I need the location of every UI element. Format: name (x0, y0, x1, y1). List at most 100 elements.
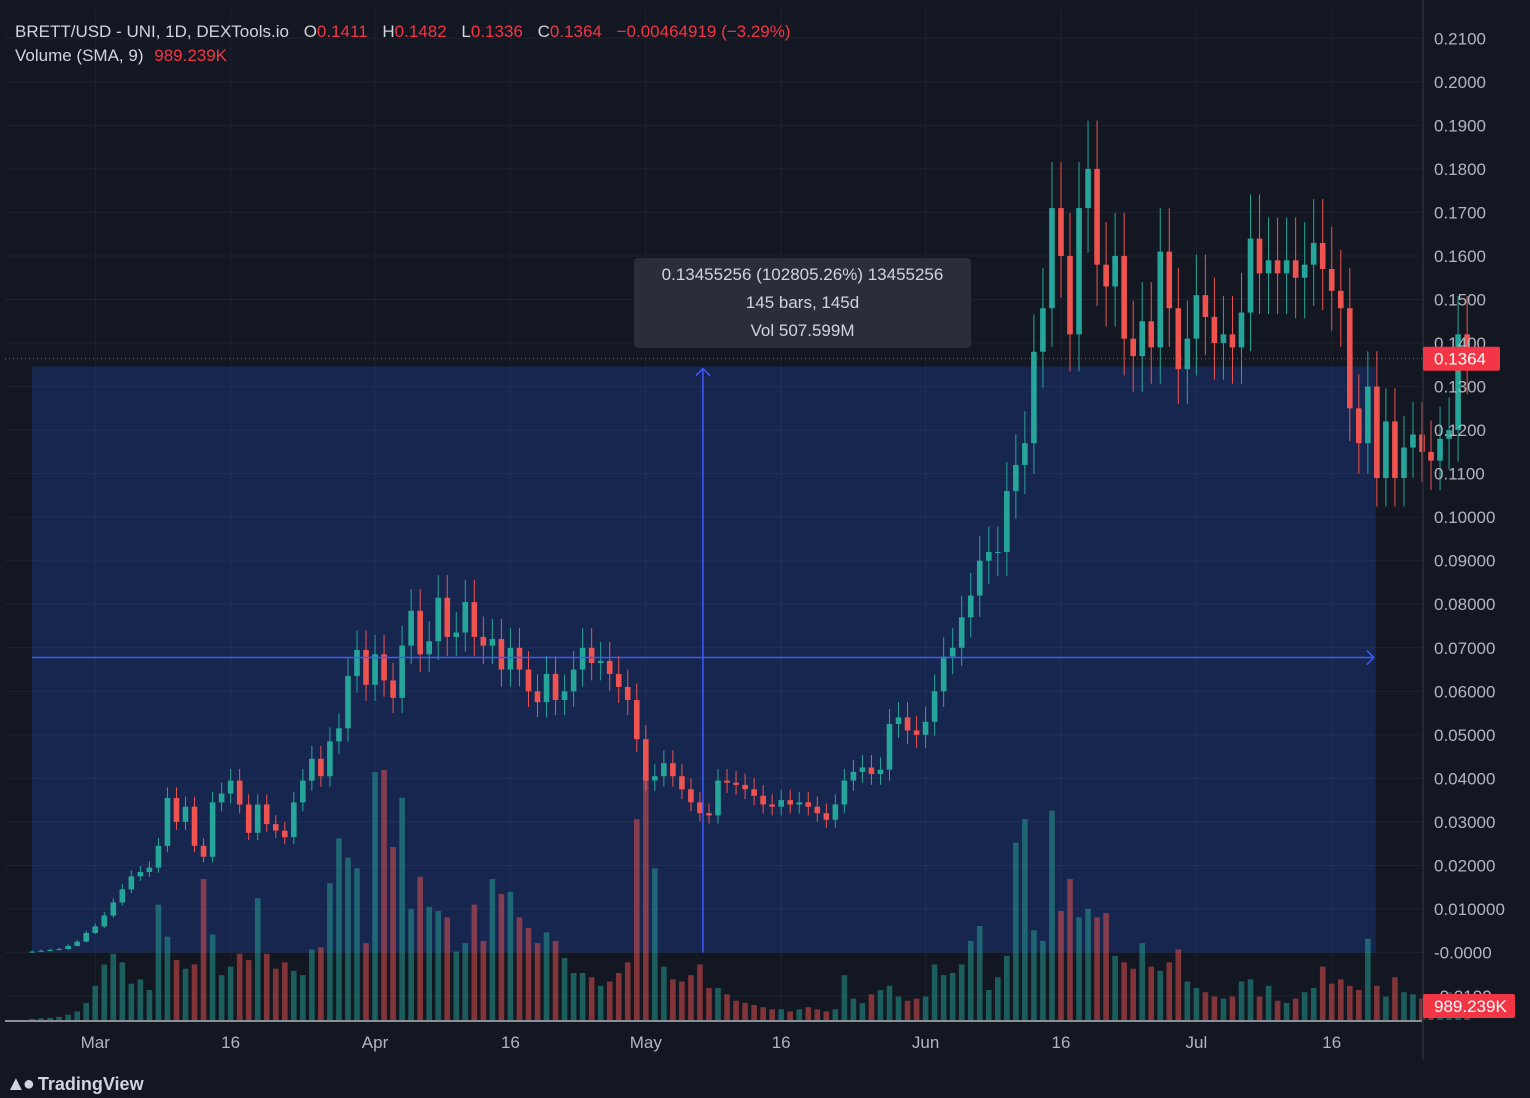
candle-body (1220, 334, 1227, 344)
candle-body (327, 741, 333, 777)
volume-bar (877, 990, 884, 1020)
candle-body (489, 639, 496, 646)
volume-bar (489, 878, 496, 1020)
volume-bar (480, 940, 487, 1020)
volume-bar (336, 838, 342, 1020)
y-tick-label: 0.05000 (1434, 726, 1495, 745)
volume-bar (372, 772, 378, 1020)
candle-body (300, 780, 306, 803)
volume-bar (245, 960, 252, 1020)
candle-body (1365, 386, 1371, 444)
volume-bar (1157, 970, 1164, 1020)
candle-body (272, 824, 279, 831)
volume-bar (787, 1011, 794, 1020)
candle-body (1103, 264, 1109, 287)
volume-bar (381, 770, 387, 1020)
candle-body (805, 802, 812, 807)
candle-body (1301, 264, 1308, 278)
volume-bar (597, 985, 604, 1020)
y-tick-label: 0.06000 (1434, 682, 1495, 701)
volume-bar (408, 908, 414, 1020)
volume-bar (354, 868, 360, 1020)
volume-bar (1256, 996, 1263, 1020)
open-label: O (303, 22, 317, 41)
volume-bar (218, 975, 225, 1020)
y-tick-label: 0.07000 (1434, 639, 1495, 658)
candle-body (245, 804, 252, 833)
measure-volume: Vol 507.599M (750, 321, 855, 340)
volume-bar (1346, 985, 1353, 1020)
y-tick-label: 0.1800 (1434, 160, 1486, 179)
y-tick-label: 0.1300 (1434, 378, 1486, 397)
y-tick-label: 0.09000 (1434, 552, 1495, 571)
volume-bar (1374, 985, 1380, 1020)
current-price-tag-label: 0.1364 (1434, 350, 1486, 369)
candle-body (318, 758, 324, 777)
volume-bar (363, 943, 369, 1020)
candle-body (787, 800, 794, 805)
volume-bar (606, 981, 613, 1020)
volume-bar (1265, 985, 1272, 1020)
volume-bar (823, 1011, 830, 1020)
ohlc-legend-row: BRETT/USD - UNI, 1D, DEXTools.io O0.1411… (15, 20, 791, 44)
volume-bar (624, 962, 631, 1020)
candle-body (841, 780, 848, 805)
candle-body (444, 597, 451, 637)
volume-bar (29, 1018, 35, 1020)
measure-arrow-up (695, 367, 711, 377)
volume-bar (1184, 981, 1191, 1020)
candle-body (1067, 255, 1073, 335)
candle-body (534, 691, 541, 703)
volume-bar (291, 970, 297, 1020)
volume-bar (74, 1011, 81, 1020)
volume-bar (688, 975, 694, 1020)
candle-body (597, 660, 604, 664)
candle-body (967, 595, 974, 618)
open-value: 0.1411 (316, 22, 368, 41)
candle-body (1085, 168, 1091, 209)
tradingview-logo-text: TradingView (37, 1074, 144, 1094)
volume-bar (1085, 908, 1091, 1020)
candle-body (200, 845, 207, 857)
current-price-tag (1423, 346, 1500, 371)
volume-label[interactable]: Volume (SMA, 9) (15, 46, 144, 65)
x-tick-label: Jul (1185, 1033, 1207, 1052)
volume-bar (751, 1005, 757, 1020)
volume-tag (1423, 994, 1515, 1018)
volume-bar (390, 846, 396, 1020)
candle-body (1184, 338, 1191, 370)
y-tick-label: 0.04000 (1434, 769, 1495, 788)
candle-body (1040, 308, 1046, 352)
volume-bar (128, 983, 135, 1020)
candle-body (209, 802, 216, 857)
volume-bar (191, 964, 198, 1020)
volume-bar (1274, 1000, 1281, 1020)
volume-bar (733, 1000, 739, 1020)
volume-bar (886, 985, 893, 1020)
volume-bar (832, 1009, 839, 1020)
candle-body (1374, 386, 1380, 478)
candle-body (1356, 408, 1362, 444)
candle-body (1410, 434, 1416, 448)
tradingview-logo[interactable]: ▲● TradingView (6, 1073, 144, 1096)
candle-body (886, 723, 893, 770)
measure-arrow-right (1366, 650, 1375, 666)
candle-body (1022, 443, 1028, 465)
candle-body (1013, 464, 1019, 492)
candle-body (182, 806, 189, 822)
candle-body (435, 597, 442, 642)
candle-body (480, 636, 487, 646)
volume-bar (1148, 966, 1155, 1020)
volume-bar (1031, 930, 1037, 1020)
volume-bar (796, 1009, 803, 1020)
volume-bar (769, 1009, 775, 1020)
chart-legend: BRETT/USD - UNI, 1D, DEXTools.io O0.1411… (15, 20, 791, 68)
candle-body (507, 647, 514, 670)
volume-bar (300, 975, 306, 1020)
symbol-label[interactable]: BRETT/USD - UNI, 1D, DEXTools.io (15, 22, 289, 41)
volume-bar (1310, 987, 1317, 1020)
candle-body (742, 784, 748, 790)
volume-bar (1220, 998, 1227, 1020)
volume-bar (281, 962, 288, 1020)
